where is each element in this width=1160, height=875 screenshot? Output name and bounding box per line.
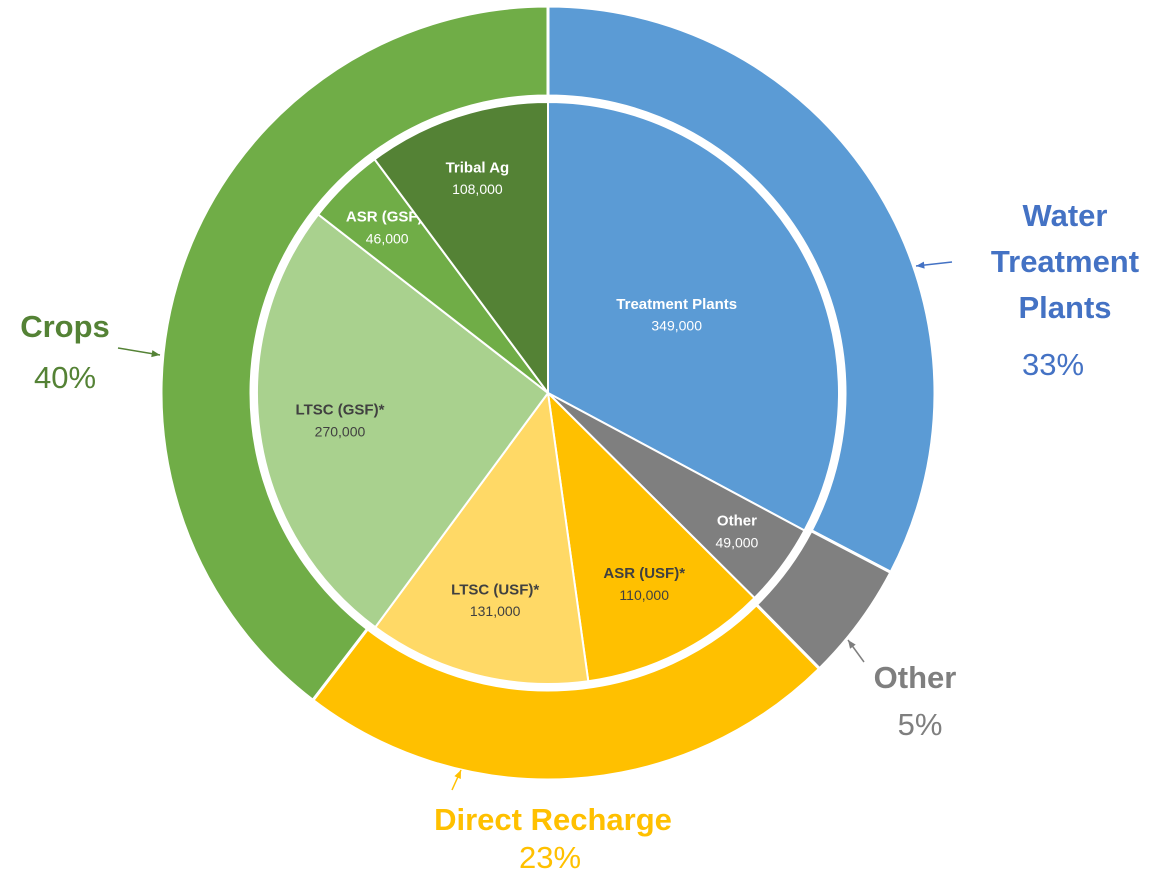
- arrow-head: [151, 350, 160, 358]
- slice-label: LTSC (GSF)*: [296, 402, 385, 419]
- outer-slice: [546, 4, 937, 575]
- slice-value: 108,000: [452, 181, 503, 197]
- outer-slice: [159, 4, 550, 703]
- slice-value: 110,000: [619, 587, 669, 603]
- outer-value: 40%: [33, 360, 97, 395]
- outer-value: 5%: [897, 707, 943, 742]
- outer-label: Water Treatment Plants: [990, 198, 1140, 325]
- slice-label: Other: [717, 513, 757, 530]
- slice-label: Tribal Ag: [446, 159, 510, 176]
- slice-value: 131,000: [470, 603, 521, 619]
- slice-value: 49,000: [716, 534, 759, 550]
- arrow-head: [848, 640, 856, 649]
- outer-label: Crops: [20, 309, 110, 344]
- outer-value: 33%: [1021, 347, 1085, 382]
- inner-slice: [256, 213, 550, 629]
- slice-label: ASR (USF)*: [603, 565, 685, 582]
- inner-slice: [373, 390, 590, 685]
- slice-label: LTSC (USF)*: [451, 581, 539, 598]
- slice-value: 270,000: [315, 423, 366, 439]
- slice-label: Treatment Plants: [616, 296, 737, 313]
- arrow-head: [916, 261, 925, 269]
- arrow-head: [454, 770, 461, 779]
- slice-value: 349,000: [651, 318, 702, 334]
- outer-label: Other: [873, 660, 957, 695]
- slice-value: 46,000: [366, 230, 409, 246]
- inner-slice: [546, 390, 756, 683]
- inner-slice: [373, 100, 549, 397]
- slice-label: ASR (GSF)*: [346, 209, 429, 226]
- outer-label: Direct Recharge: [434, 802, 672, 837]
- inner-slice: [547, 100, 840, 532]
- outer-value: 23%: [518, 840, 582, 875]
